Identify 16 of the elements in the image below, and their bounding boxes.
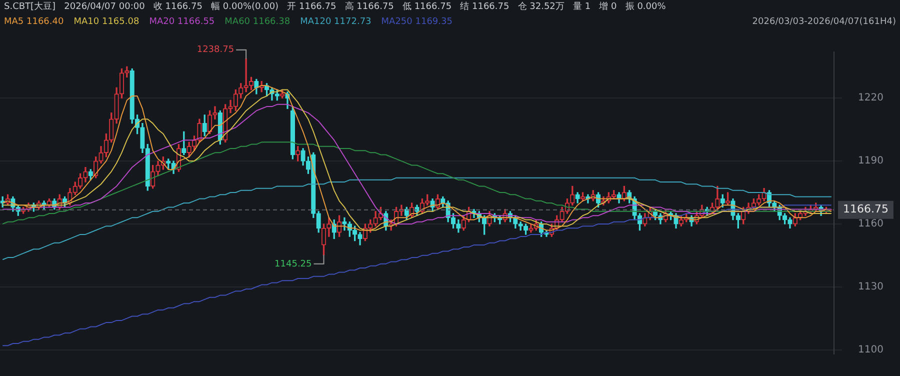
y-tick-label: 1190 <box>858 156 884 167</box>
text: MA60 1166.38 <box>224 16 290 29</box>
chart-title: S.CBT[大豆] 2026/04/07 00:00 收 1166.75 幅 0.00%(0.00) 开 1166.75 高 1166.75 低 1166.75 结 1166.75 仓 32.52万 量 1 增 0 振 0.00% <box>3 0 667 14</box>
y-tick-label: 1130 <box>858 281 884 292</box>
text: MA250 1169.35 <box>381 16 452 29</box>
text: 2026/03/03-2026/04/07(161H4) <box>752 16 896 29</box>
text: MA20 1166.55 <box>149 16 215 29</box>
y-tick-label: 1100 <box>858 344 884 356</box>
text: MA120 1172.73 <box>300 16 372 29</box>
annotation: 1238.75 <box>196 45 234 56</box>
y-tick-label: 1160 <box>858 218 884 230</box>
ref-line-label: 1166.75 <box>843 202 888 216</box>
text: MA5 1166.40 <box>4 16 64 29</box>
annotation: 1145.25 <box>274 259 312 270</box>
text: MA10 1165.08 <box>74 16 140 29</box>
y-tick-label: 1220 <box>858 92 884 104</box>
